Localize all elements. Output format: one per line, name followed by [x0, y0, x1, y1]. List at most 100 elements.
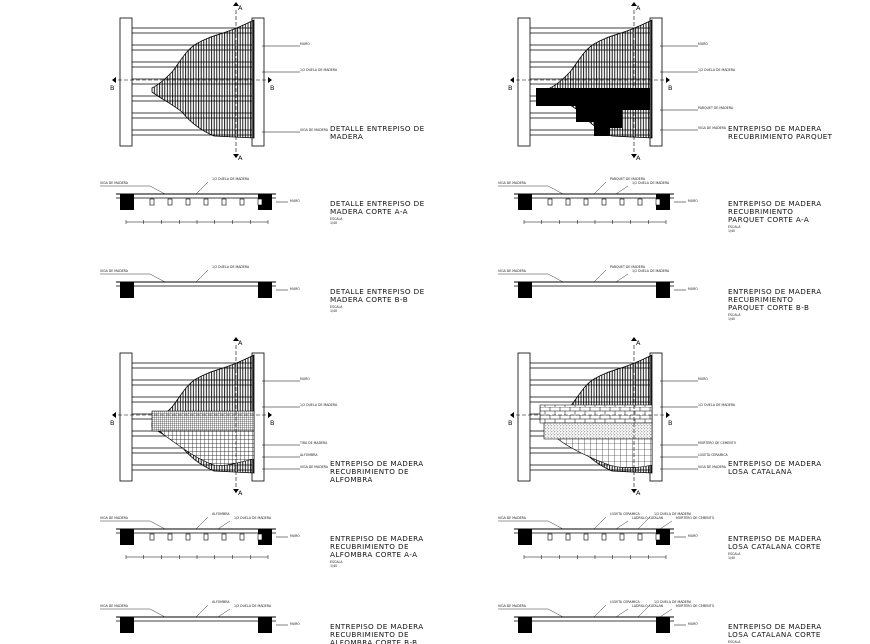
joist-section — [601, 533, 607, 541]
joist-section — [185, 533, 191, 541]
plan-title: ENTREPISO DE MADERA — [728, 124, 822, 133]
arrow-icon — [233, 2, 239, 6]
leader-line — [637, 604, 651, 618]
section-label: MURO — [290, 534, 300, 538]
wall-block — [120, 282, 134, 298]
section-mark-b-right: B — [668, 419, 672, 427]
joist-section — [655, 198, 661, 206]
plan-title: RECUBRIMIENTO PARQUET — [728, 132, 833, 141]
section-label: LADRILLO CATALAN — [632, 516, 664, 520]
leader-line — [659, 520, 673, 530]
joist-section — [257, 198, 263, 206]
leader-line — [593, 269, 607, 283]
wall-block — [258, 282, 272, 298]
arrow-icon — [510, 412, 514, 418]
section-title: ALFOMBRA CORTE A-A — [330, 550, 417, 559]
plan-label: MURO — [698, 42, 708, 46]
section-label: MURO — [688, 622, 698, 626]
section-label: 1/2 DUELA DE MADERA — [632, 269, 670, 273]
section-mark-a-bottom: A — [636, 154, 641, 162]
section-title: RECUBRIMIENTO DE — [330, 630, 409, 639]
floorboard-hatch — [151, 19, 255, 139]
plan-view-alfombra: A A B B MURO 1/2 DUELA DE MADERA TIRA DE MADER… — [110, 337, 423, 497]
scale-value: 1/40 — [330, 564, 337, 568]
leader-line — [149, 273, 166, 283]
section-title: LOSA CATALANA CORTE — [728, 542, 821, 551]
scale-label: ESCALA — [728, 640, 741, 644]
section-label: 1/2 DUELA DE MADERA — [654, 512, 692, 516]
arrow-icon — [268, 412, 272, 418]
mortar-layer — [543, 422, 653, 440]
parquet-fill — [536, 88, 650, 136]
leader-line — [615, 520, 629, 530]
left-wall — [119, 17, 133, 147]
scale-value: 1/40 — [728, 317, 735, 321]
arrow-icon — [268, 77, 272, 83]
section-label: 1/2 DUELA DE MADERA — [212, 177, 250, 181]
section-title: ALFOMBRA CORTE B-B — [330, 638, 418, 644]
wall-block — [258, 617, 272, 633]
wall-block — [656, 617, 670, 633]
section-label: MORTERO DE CEMENTO — [676, 604, 715, 608]
leader-line — [547, 520, 564, 530]
arrow-icon — [112, 77, 116, 83]
plan-label: LOSETA CERAMICA — [698, 453, 729, 457]
section-mark-a-top: A — [636, 339, 641, 347]
leader-line — [149, 520, 166, 530]
leader-line — [659, 608, 673, 618]
wall-block — [656, 282, 670, 298]
leader-line — [593, 181, 607, 195]
wall-block — [120, 194, 134, 210]
plan-view-parquet: A A B B MURO 1/2 DUELA DE MADERA PARQUET DE MA… — [508, 2, 833, 162]
section-label: VIGA DE MADERA — [100, 181, 129, 185]
plan-label: MORTERO DE CEMENTO — [698, 441, 737, 445]
leader-line — [615, 185, 629, 195]
section-label: MURO — [688, 534, 698, 538]
section-title: RECUBRIMIENTO — [728, 207, 793, 216]
section-label: MURO — [688, 287, 698, 291]
wall-block — [518, 282, 532, 298]
section-label: PARQUET DE MADERA — [610, 265, 646, 269]
arrow-icon — [631, 489, 637, 493]
joist-section — [583, 198, 589, 206]
joist-section — [655, 533, 661, 541]
joist-section — [565, 533, 571, 541]
leader-line — [547, 185, 564, 195]
section-label: VIGA DE MADERA — [498, 181, 527, 185]
plan-label: 1/2 DUELA DE MADERA — [300, 403, 338, 407]
scale-label: ESCALA — [330, 305, 343, 309]
joist-section — [167, 198, 173, 206]
section-label: MURO — [290, 287, 300, 291]
section-label: VIGA DE MADERA — [498, 269, 527, 273]
section-mark-b-right: B — [270, 419, 274, 427]
scale-label: ESCALA — [728, 552, 741, 556]
section-title: ENTREPISO DE MADERA — [728, 287, 822, 296]
section-mark-a-bottom: A — [238, 489, 243, 497]
leader-line — [195, 516, 209, 530]
section-title: DETALLE ENTREPISO DE — [330, 287, 425, 296]
plan-label: VIGA DE MADERA — [300, 128, 329, 132]
section-title: RECUBRIMIENTO DE — [330, 542, 409, 551]
leader-line — [195, 181, 209, 195]
left-wall — [517, 17, 531, 147]
wall-block — [120, 529, 134, 545]
scale-value: 1/40 — [728, 556, 735, 560]
section-label: MURO — [688, 199, 698, 203]
section-label: LOSETA CERAMICA — [610, 512, 641, 516]
plan-label: PARQUET DE MADERA — [698, 106, 734, 110]
section-title: ENTREPISO DE MADERA — [728, 199, 822, 208]
wall-block — [120, 617, 134, 633]
joist-section — [239, 533, 245, 541]
arrow-icon — [233, 489, 239, 493]
section-mark-a-top: A — [238, 339, 243, 347]
leader-line — [149, 608, 166, 618]
section-mark-b-left: B — [110, 419, 114, 427]
plan-label: TIRA DE MADERA — [299, 441, 328, 445]
section-label: MURO — [290, 199, 300, 203]
arrow-icon — [631, 2, 637, 6]
plan-label: 1/2 DUELA DE MADERA — [698, 403, 736, 407]
section-label: MURO — [290, 622, 300, 626]
joist-section — [167, 533, 173, 541]
tile-layer — [557, 438, 653, 469]
